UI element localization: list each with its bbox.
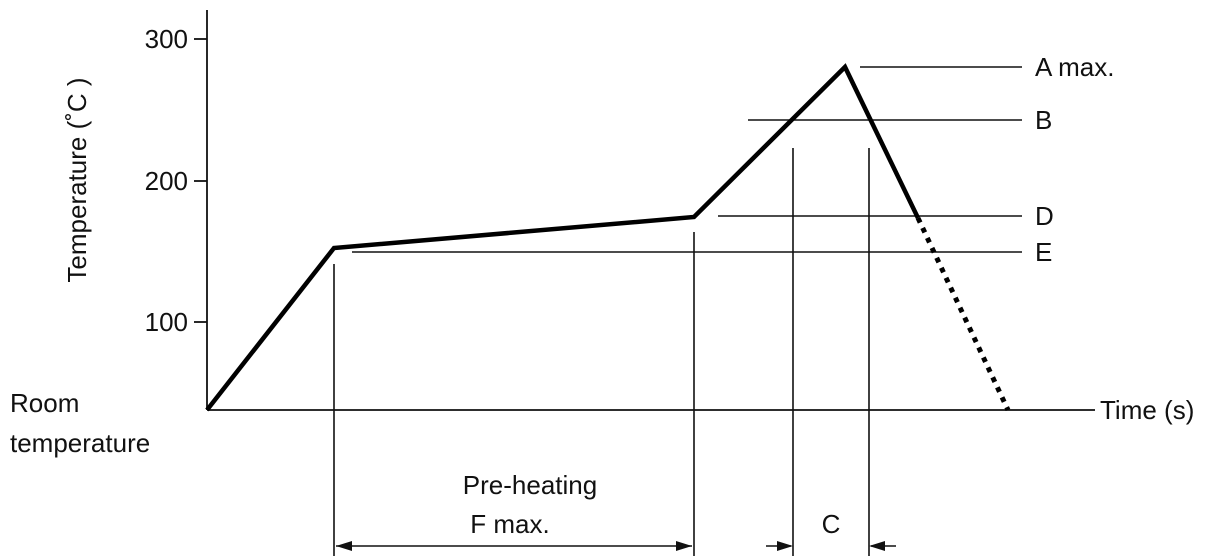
x-axis-title: Time (s) — [1100, 395, 1194, 425]
y-tick-label-100: 100 — [145, 307, 188, 337]
origin-label-line1: Room — [10, 388, 79, 418]
level-label-e: E — [1035, 237, 1052, 267]
cooling-dotted-line — [915, 216, 1011, 412]
origin-label-line2: temperature — [10, 428, 150, 458]
level-label-b: B — [1035, 105, 1052, 135]
level-label-a: A max. — [1035, 52, 1114, 82]
c-arrowhead-left — [777, 541, 793, 551]
c-arrowhead-right — [869, 541, 885, 551]
temperature-profile-curve — [205, 63, 921, 412]
y-tick-label-200: 200 — [145, 166, 188, 196]
preheat-label-line1: Pre-heating — [463, 470, 597, 500]
y-axis-title: Temperature (˚C ) — [62, 77, 92, 282]
level-label-d: D — [1035, 201, 1054, 231]
preheat-label-line2: F max. — [470, 509, 549, 539]
preheat-arrowhead-left — [336, 541, 352, 551]
y-tick-label-300: 300 — [145, 24, 188, 54]
c-label: C — [822, 509, 841, 539]
preheat-arrowhead-right — [676, 541, 692, 551]
